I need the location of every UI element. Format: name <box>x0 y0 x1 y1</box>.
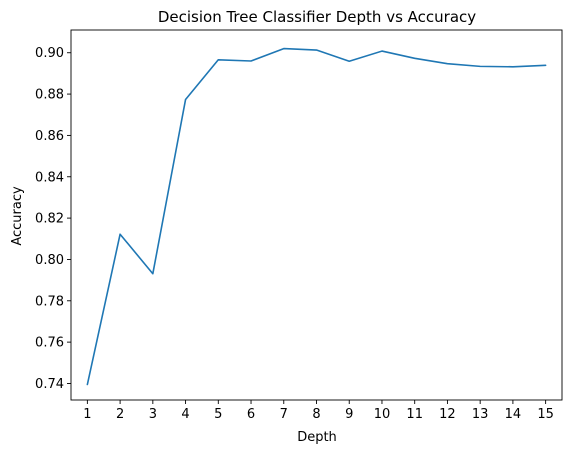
y-tick-label: 0.88 <box>35 88 64 103</box>
y-tick-label: 0.84 <box>35 170 64 185</box>
x-tick-label: 4 <box>181 407 189 422</box>
y-tick-label: 0.78 <box>35 294 64 309</box>
x-tick-label: 2 <box>116 407 124 422</box>
x-tick-label: 10 <box>374 407 391 422</box>
x-tick-label: 7 <box>280 407 288 422</box>
x-tick-label: 3 <box>149 407 157 422</box>
x-tick-label: 13 <box>472 407 489 422</box>
x-tick-label: 15 <box>537 407 554 422</box>
plot-frame <box>70 29 563 401</box>
y-tick-label: 0.82 <box>35 212 64 227</box>
x-tick-label: 12 <box>439 407 456 422</box>
x-tick-label: 6 <box>247 407 255 422</box>
series-line-0 <box>86 47 547 386</box>
y-tick-label: 0.76 <box>35 336 64 351</box>
x-axis-label: Depth <box>297 430 337 445</box>
y-tick-label: 0.74 <box>35 377 64 392</box>
x-tick-label: 5 <box>214 407 222 422</box>
x-tick-label: 1 <box>83 407 91 422</box>
x-tick-label: 8 <box>312 407 320 422</box>
y-tick-label: 0.86 <box>35 129 64 144</box>
chart-title: Decision Tree Classifier Depth vs Accura… <box>158 8 476 26</box>
y-axis-label: Accuracy <box>10 186 25 246</box>
y-tick-label: 0.90 <box>35 46 64 61</box>
y-tick-label: 0.80 <box>35 253 64 268</box>
x-tick-label: 9 <box>345 407 353 422</box>
x-tick-label: 14 <box>505 407 522 422</box>
x-tick-label: 11 <box>406 407 423 422</box>
